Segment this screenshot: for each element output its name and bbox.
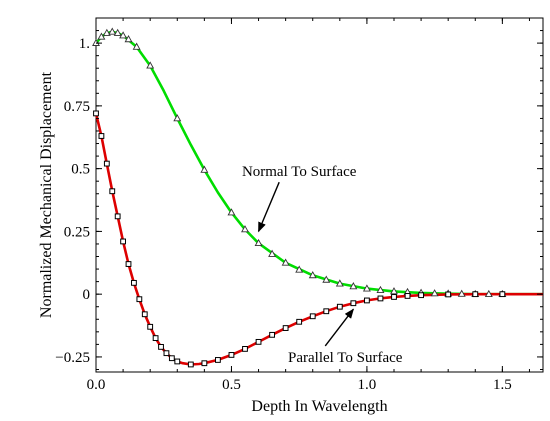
- x-tick-label: 0.0: [87, 377, 106, 393]
- data-point: [377, 295, 384, 302]
- y-tick-label: 0: [83, 287, 91, 303]
- data-point: [163, 350, 170, 357]
- data-point: [254, 238, 263, 247]
- data-point: [201, 360, 208, 367]
- data-point: [295, 265, 304, 273]
- data-point: [158, 343, 164, 350]
- data-point: [228, 352, 235, 358]
- data-point: [97, 32, 106, 40]
- data-point: [282, 325, 289, 331]
- x-tick-label: 1.5: [493, 377, 512, 393]
- data-point: [364, 297, 370, 304]
- data-point: [350, 300, 357, 307]
- data-point: [132, 42, 141, 50]
- data-point: [174, 358, 181, 365]
- y-tick-label: 0.25: [64, 224, 90, 240]
- data-point: [323, 308, 330, 315]
- data-point: [308, 271, 317, 279]
- data-point: [109, 188, 116, 195]
- data-point: [457, 289, 466, 297]
- data-point: [499, 291, 506, 298]
- y-axis-title: Normalized Mechanical Displacement: [38, 71, 55, 318]
- data-point: [141, 311, 148, 318]
- annotation-arrow: [324, 308, 354, 347]
- y-tick-label: −0.25: [55, 350, 90, 366]
- data-point: [168, 355, 175, 362]
- annotation-label: Parallel To Surface: [288, 350, 403, 366]
- x-tick-label: 0.5: [222, 377, 241, 393]
- data-point: [336, 303, 343, 310]
- data-point: [98, 133, 105, 139]
- data-point: [114, 213, 121, 220]
- axis-ticks: 0.0 0.5 1.0 1.5 −0.25 0 0.25 0.5 0.75 1.: [55, 18, 543, 393]
- data-point: [124, 35, 133, 43]
- data-point: [125, 261, 132, 267]
- data-point: [390, 287, 398, 295]
- data-point: [173, 114, 182, 122]
- data-point: [472, 291, 479, 298]
- y-tick-label: 0.75: [64, 99, 90, 115]
- data-point: [152, 335, 159, 342]
- data-point: [108, 27, 117, 35]
- data-point: [268, 249, 277, 257]
- annotations: Normal To Surface Parallel To Surface: [242, 164, 403, 366]
- series-layer: [92, 27, 543, 368]
- data-point: [103, 160, 110, 167]
- data-point: [362, 284, 371, 292]
- data-point: [484, 289, 493, 298]
- data-point: [187, 361, 194, 368]
- data-point: [113, 28, 122, 36]
- series-line: [95, 30, 543, 296]
- data-point: [136, 296, 143, 303]
- data-point: [404, 293, 411, 299]
- y-tick-label: 0.5: [71, 162, 90, 178]
- data-point: [296, 318, 303, 325]
- data-point: [335, 279, 344, 287]
- data-point: [227, 208, 236, 216]
- data-point: [93, 110, 99, 117]
- data-point: [322, 275, 331, 283]
- data-point: [147, 323, 154, 330]
- data-point: [242, 346, 248, 352]
- data-point: [215, 357, 221, 363]
- data-point: [430, 289, 439, 297]
- data-point: [376, 285, 385, 294]
- plot-frame: [95, 17, 544, 373]
- plot-border: [95, 17, 544, 373]
- data-point: [349, 282, 358, 290]
- data-point: [445, 291, 452, 298]
- annotation-arrow: [257, 181, 280, 233]
- data-point: [119, 31, 128, 39]
- data-point: [269, 331, 275, 338]
- series-line: [94, 113, 543, 366]
- x-axis-title: Depth In Wavelength: [251, 398, 387, 415]
- y-tick-label: 1.: [79, 36, 90, 52]
- data-point: [102, 28, 111, 36]
- data-point: [200, 165, 209, 173]
- data-point: [309, 313, 316, 320]
- data-point: [146, 61, 155, 69]
- data-point: [281, 258, 290, 266]
- data-point: [131, 279, 137, 286]
- data-point: [391, 294, 397, 300]
- data-point: [120, 238, 126, 245]
- data-point: [241, 225, 249, 233]
- data-point: [418, 292, 424, 299]
- annotation-label: Normal To Surface: [242, 164, 357, 180]
- x-tick-label: 1.0: [358, 377, 377, 393]
- data-point: [255, 338, 262, 345]
